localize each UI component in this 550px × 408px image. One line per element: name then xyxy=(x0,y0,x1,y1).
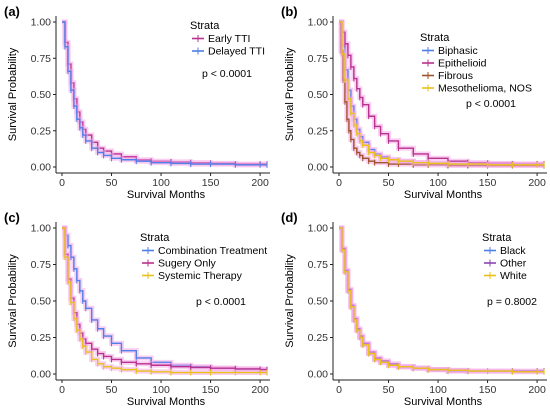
y-tick-label: 0.00 xyxy=(308,162,329,174)
x-tick-label: 0 xyxy=(336,384,342,396)
legend-label: White xyxy=(500,270,527,282)
legend: StrataBiphasicEpithelioidFibrousMesothel… xyxy=(420,32,532,95)
y-axis-title: Survival Probability xyxy=(7,254,19,348)
legend-label: Systemic Therapy xyxy=(158,270,243,282)
y-tick-label: 1.00 xyxy=(31,223,52,235)
x-tick-label: 0 xyxy=(59,384,65,396)
panel-label: (a) xyxy=(4,4,20,19)
y-tick-label: 0.50 xyxy=(308,296,329,308)
x-tick-label: 150 xyxy=(479,177,497,189)
legend-title: Strata xyxy=(190,20,220,32)
legend-label: Biphasic xyxy=(438,45,478,57)
legend-label: Sugery Only xyxy=(158,258,217,270)
legend-label: Black xyxy=(500,245,526,257)
y-axis-title: Survival Probability xyxy=(7,47,19,141)
x-tick-label: 0 xyxy=(336,177,342,189)
panel-label: (c) xyxy=(4,210,20,225)
y-tick-label: 0.00 xyxy=(31,162,52,174)
x-tick-label: 50 xyxy=(383,177,395,189)
legend-label: Delayed TTI xyxy=(208,46,265,58)
legend-label: Fibrous xyxy=(438,70,473,82)
series-line xyxy=(339,227,468,372)
y-tick-label: 0.25 xyxy=(31,125,52,137)
y-tick-label: 0.75 xyxy=(308,53,329,65)
x-tick-label: 100 xyxy=(429,384,447,396)
y-tick-label: 0.25 xyxy=(31,332,52,344)
y-tick-label: 0.00 xyxy=(308,369,329,381)
x-tick-label: 200 xyxy=(251,177,269,189)
x-axis-title: Survival Months xyxy=(127,189,206,201)
x-tick-label: 100 xyxy=(152,384,170,396)
y-tick-label: 0.50 xyxy=(308,89,329,101)
x-axis-title: Survival Months xyxy=(404,189,483,201)
x-tick-label: 100 xyxy=(152,177,170,189)
series-white xyxy=(339,225,545,375)
y-tick-label: 0.50 xyxy=(31,89,52,101)
x-tick-label: 50 xyxy=(106,177,118,189)
y-tick-label: 1.00 xyxy=(308,223,329,235)
y-tick-label: 0.75 xyxy=(308,259,329,271)
x-tick-label: 100 xyxy=(429,177,447,189)
x-tick-label: 150 xyxy=(202,384,220,396)
y-tick-label: 1.00 xyxy=(308,17,329,29)
legend-label: Combination Treatment xyxy=(158,245,267,257)
legend-title: Strata xyxy=(482,232,512,244)
y-tick-label: 0.50 xyxy=(31,296,52,308)
x-axis-title: Survival Months xyxy=(127,396,206,408)
y-tick-label: 0.75 xyxy=(31,259,52,271)
series-black xyxy=(339,225,469,375)
series-band xyxy=(339,225,468,374)
p-value: p < 0.0001 xyxy=(466,98,516,110)
legend-label: Mesothelioma, NOS xyxy=(438,83,532,95)
y-axis-title: Survival Probability xyxy=(284,47,296,141)
legend-title: Strata xyxy=(140,232,170,244)
panel-label: (d) xyxy=(281,210,298,225)
panel-d: (d) 0.00 0.25 0.50 0.75 1.00 0 50 100 150 200 Survi… xyxy=(281,210,547,408)
x-tick-label: 200 xyxy=(528,384,546,396)
y-tick-label: 0.75 xyxy=(31,53,52,65)
series-systemic-therapy xyxy=(62,225,268,376)
y-axis-title: Survival Probability xyxy=(284,254,296,348)
x-tick-label: 50 xyxy=(106,384,118,396)
series-mesothelioma-nos xyxy=(339,19,545,168)
x-tick-label: 50 xyxy=(383,384,395,396)
panel-a: (a) 0.00 0.25 0.50 0.75 1.00 0 50 100 150 200 Survi… xyxy=(4,4,270,201)
y-tick-label: 0.25 xyxy=(308,125,329,137)
x-axis-title: Survival Months xyxy=(404,396,483,408)
p-value: p = 0.8002 xyxy=(487,296,537,308)
x-tick-label: 150 xyxy=(202,177,220,189)
panel-c: (c) 0.00 0.25 0.50 0.75 1.00 0 50 100 150 200 Survi… xyxy=(4,210,270,408)
p-value: p < 0.0001 xyxy=(202,68,252,80)
y-tick-label: 0.00 xyxy=(31,369,52,381)
y-tick-label: 0.25 xyxy=(308,332,329,344)
p-value: p < 0.0001 xyxy=(196,296,246,308)
panel-b: (b) 0.00 0.25 0.50 0.75 1.00 0 50 100 150 200 Survi… xyxy=(281,4,547,201)
legend-label: Early TTI xyxy=(208,33,250,45)
x-tick-label: 200 xyxy=(528,177,546,189)
x-tick-label: 150 xyxy=(479,384,497,396)
legend-label: Epithelioid xyxy=(438,58,487,70)
y-tick-label: 1.00 xyxy=(31,17,52,29)
legend-label: Other xyxy=(500,258,527,270)
x-tick-label: 0 xyxy=(59,177,65,189)
panel-label: (b) xyxy=(281,4,298,19)
x-tick-label: 200 xyxy=(251,384,269,396)
legend-title: Strata xyxy=(420,32,450,44)
series-delayed-tti xyxy=(62,19,268,168)
